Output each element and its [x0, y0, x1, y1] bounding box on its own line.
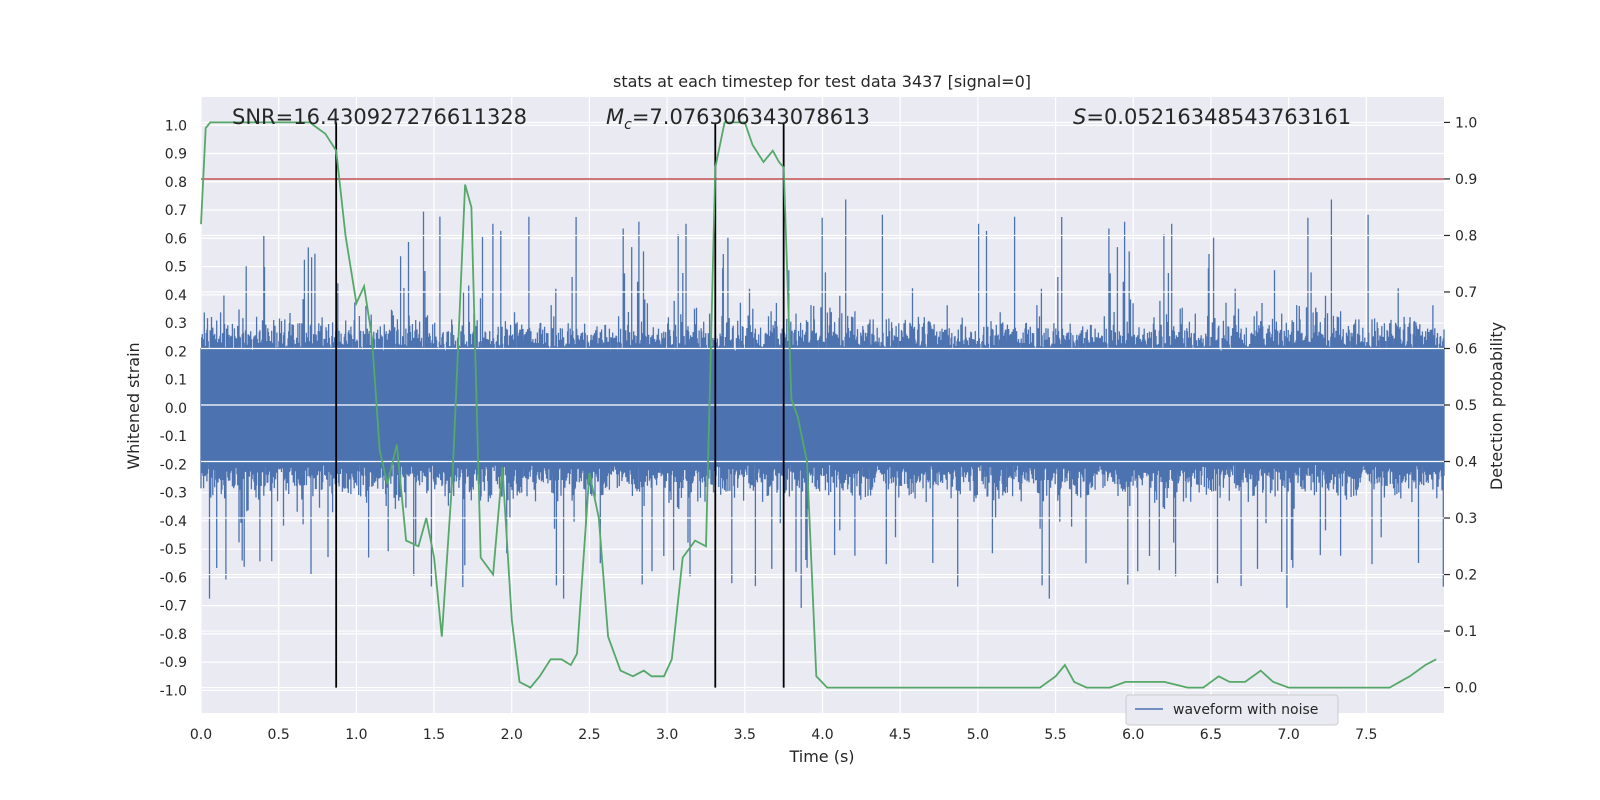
chirp-mass-annotation: Mc=7.076306343078613 — [606, 105, 870, 133]
y-tick-label-left: -0.1 — [160, 429, 187, 445]
x-tick-label: 3.5 — [734, 727, 756, 743]
x-tick-label: 6.5 — [1200, 727, 1222, 743]
y-tick-label-left: 0.9 — [165, 147, 187, 163]
x-tick-label: 4.0 — [811, 727, 833, 743]
y-tick-label-left: 0.3 — [165, 316, 187, 332]
y-axis-label-left: Whitened strain — [124, 342, 143, 469]
y-tick-label-left: -0.8 — [160, 627, 187, 643]
y-tick-label-right: 0.0 — [1455, 681, 1477, 697]
y-tick-label-left: -0.4 — [160, 514, 187, 530]
x-tick-label: 4.5 — [889, 727, 911, 743]
legend: waveform with noise — [1125, 694, 1339, 726]
y-tick-label-left: -0.7 — [160, 599, 187, 615]
y-tick-label-left: 0.5 — [165, 260, 187, 276]
y-tick-label-right: 0.5 — [1455, 398, 1477, 414]
y-tick-label-left: 0.4 — [165, 288, 187, 304]
chirp-mass-symbol: M — [606, 105, 624, 129]
y-tick-label-left: 0.7 — [165, 203, 187, 219]
y-tick-label-right: 0.9 — [1455, 172, 1477, 188]
chirp-mass-subscript: c — [624, 117, 632, 133]
axis-ticks: 0.0 0.5 1.0 1.5 2.0 2.5 3.0 3.5 4.0 4.5 5.0 5.5 6.0 6… — [160, 115, 1478, 743]
y-tick-label-left: -0.3 — [160, 486, 187, 502]
y-tick-label-left: 0.8 — [165, 175, 187, 191]
x-axis-label: Time (s) — [788, 747, 854, 766]
x-tick-label: 2.0 — [501, 727, 523, 743]
y-tick-label-left: 1.0 — [165, 118, 187, 134]
snr-annotation: SNR=16.430927276611328 — [232, 105, 527, 129]
y-tick-label-left: -0.6 — [160, 570, 187, 586]
s-value: =0.05216348543763161 — [1086, 105, 1351, 129]
x-tick-label: 7.5 — [1355, 727, 1377, 743]
s-annotation: S=0.05216348543763161 — [1073, 105, 1351, 129]
y-tick-label-left: 0.6 — [165, 231, 187, 247]
y-tick-label-right: 0.1 — [1455, 624, 1477, 640]
x-tick-label: 0.5 — [268, 727, 290, 743]
y-tick-label-right: 0.4 — [1455, 455, 1477, 471]
x-tick-label: 5.0 — [967, 727, 989, 743]
y-tick-label-right: 0.6 — [1455, 341, 1477, 357]
x-tick-label: 5.5 — [1044, 727, 1066, 743]
y-tick-label-right: 0.7 — [1455, 285, 1477, 301]
legend-label: waveform with noise — [1173, 702, 1318, 718]
y-tick-label-left: -0.2 — [160, 457, 187, 473]
x-tick-label: 3.0 — [656, 727, 678, 743]
y-tick-label-left: -0.5 — [160, 542, 187, 558]
x-tick-label: 2.5 — [578, 727, 600, 743]
y-tick-label-right: 1.0 — [1455, 115, 1477, 131]
y-tick-label-left: -1.0 — [160, 683, 187, 699]
s-symbol: S — [1073, 105, 1086, 129]
y-tick-label-right: 0.3 — [1455, 511, 1477, 527]
detection-probability-series — [200, 121, 1437, 689]
legend-box — [1125, 694, 1339, 726]
x-tick-label: 6.0 — [1122, 727, 1144, 743]
y-tick-label-right: 0.8 — [1455, 228, 1477, 244]
probability-line — [200, 121, 1437, 689]
x-tick-label: 0.0 — [190, 727, 212, 743]
y-tick-label-left: 0.0 — [165, 401, 187, 417]
overlay-lines — [201, 121, 1444, 689]
x-tick-label: 7.0 — [1277, 727, 1299, 743]
y-tick-label-right: 0.2 — [1455, 568, 1477, 584]
y-axis-label-right: Detection probability — [1487, 322, 1506, 490]
y-tick-label-left: 0.2 — [165, 344, 187, 360]
waveform-core — [201, 365, 1444, 451]
x-tick-label: 1.5 — [423, 727, 445, 743]
y-tick-label-left: -0.9 — [160, 655, 187, 671]
x-tick-label: 1.0 — [345, 727, 367, 743]
chirp-mass-value: =7.076306343078613 — [632, 105, 870, 129]
chart-title: stats at each timestep for test data 343… — [613, 72, 1031, 91]
y-tick-label-left: 0.1 — [165, 373, 187, 389]
